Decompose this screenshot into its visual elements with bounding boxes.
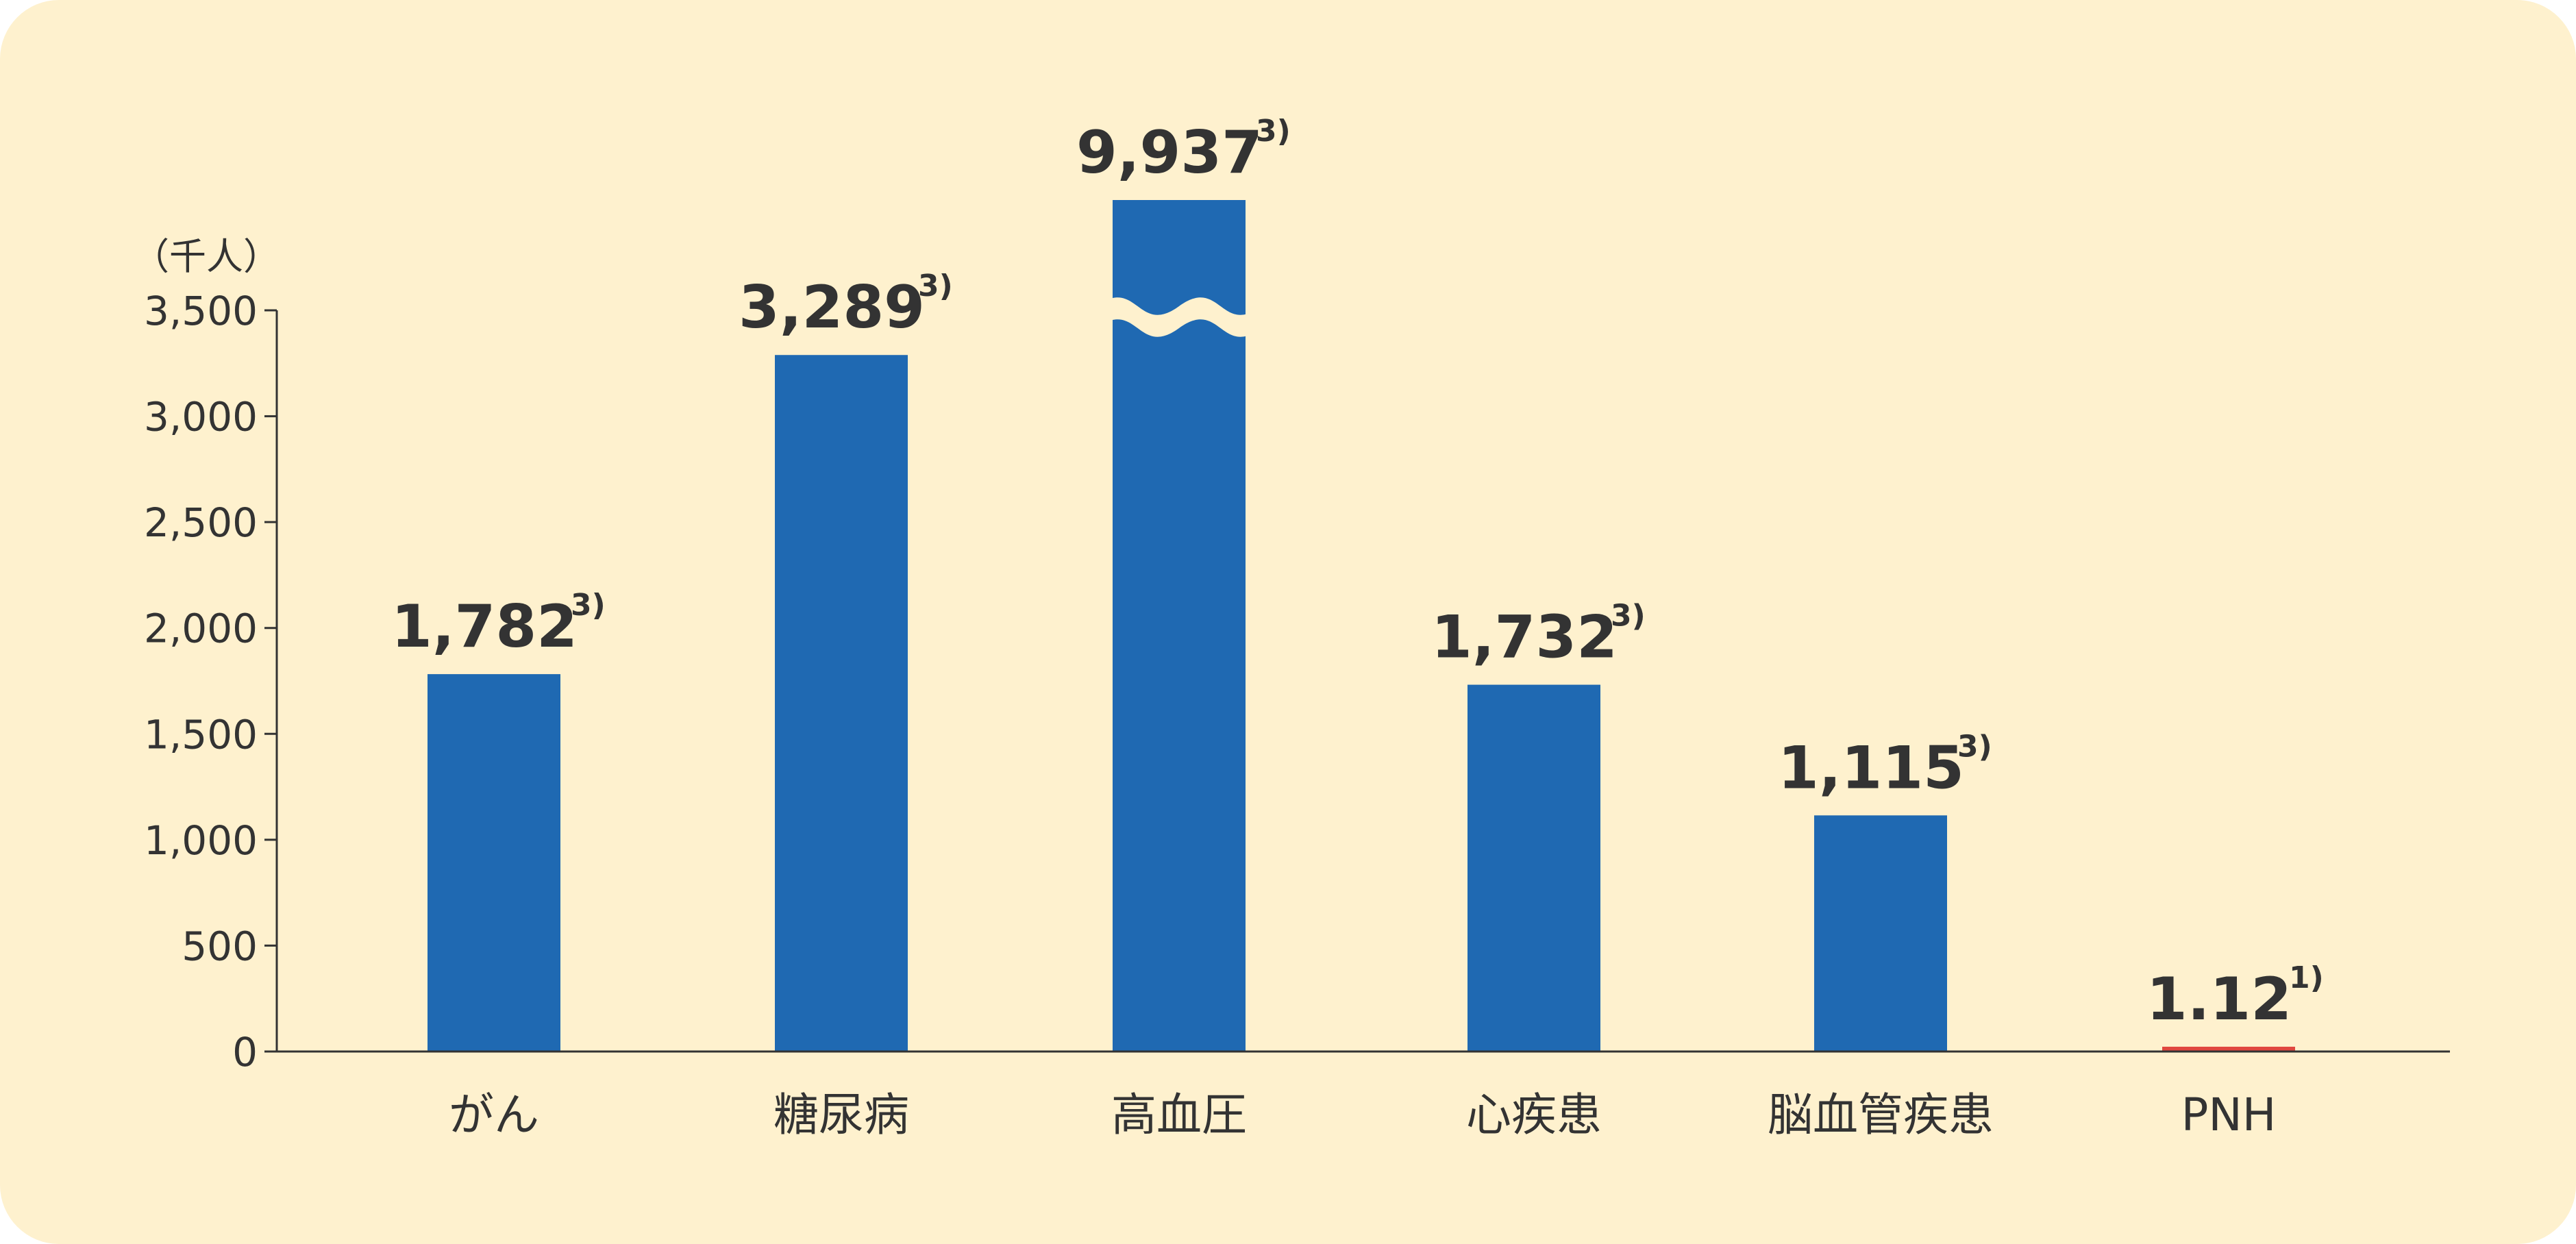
value-footnote-ref: 3) — [1611, 599, 1646, 634]
axis-break-mark — [1096, 297, 1262, 337]
value-footnote-ref: 3) — [1256, 114, 1291, 149]
value-footnote-ref: 1) — [2289, 960, 2324, 995]
y-tick-label: 3,500 — [144, 288, 258, 334]
category-label: 糖尿病 — [773, 1088, 909, 1141]
y-axis-unit-label: （千人） — [132, 235, 280, 278]
y-tick-label: 2,000 — [144, 606, 258, 652]
y-tick-label: 1,000 — [144, 817, 258, 864]
value-label: 9,937 — [1076, 119, 1263, 187]
value-footnote-ref: 3) — [918, 269, 953, 303]
value-label: 1,782 — [391, 593, 578, 661]
y-tick-label: 2,500 — [144, 499, 258, 546]
value-footnote-ref: 3) — [1957, 729, 1992, 764]
bar — [1113, 200, 1246, 1052]
category-label: 心疾患 — [1466, 1088, 1602, 1141]
value-label: 1,115 — [1778, 734, 1964, 802]
y-tick-label: 0 — [232, 1029, 258, 1075]
value-label: 1.12 — [2146, 965, 2292, 1034]
bar — [1467, 684, 1600, 1052]
category-label: PNH — [2181, 1088, 2277, 1141]
value-label: 3,289 — [739, 273, 925, 342]
y-tick-label: 1,500 — [144, 711, 258, 758]
bar — [775, 355, 908, 1052]
bar — [1814, 815, 1947, 1052]
category-label: 脳血管疾患 — [1768, 1088, 1994, 1141]
bar — [2162, 1047, 2295, 1052]
value-label: 1,732 — [1431, 604, 1618, 672]
bar — [428, 674, 560, 1052]
category-label: 高血圧 — [1111, 1088, 1247, 1141]
category-label: がん — [449, 1088, 539, 1141]
y-tick-label: 3,000 — [144, 394, 258, 440]
y-tick-label: 500 — [182, 923, 258, 969]
value-footnote-ref: 3) — [571, 588, 606, 623]
